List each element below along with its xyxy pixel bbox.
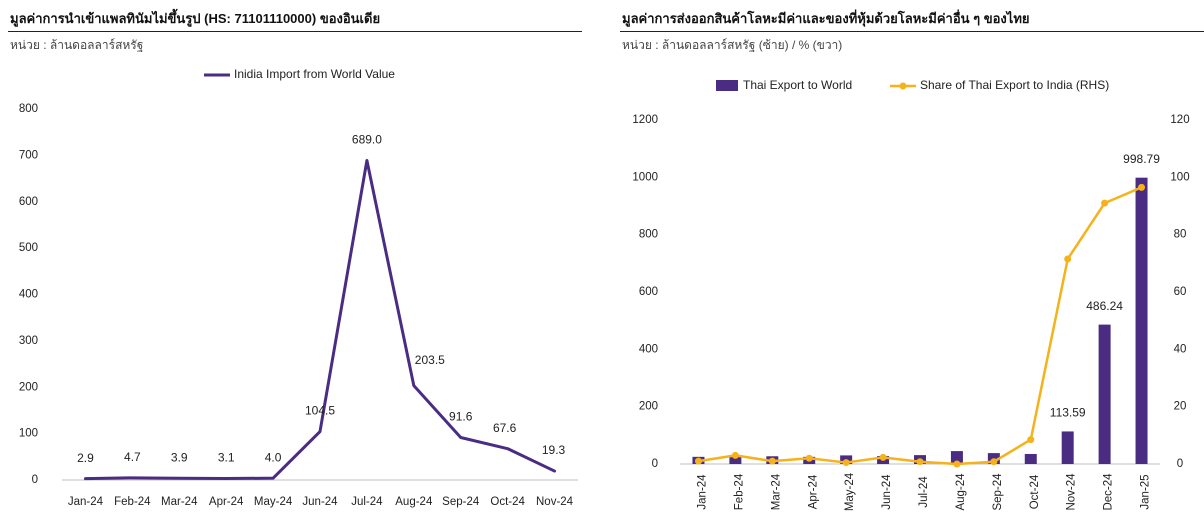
bar-thai-export: [1135, 177, 1148, 464]
y-tick-label-left: 600: [639, 286, 658, 298]
right-combo-chart: Thai Export to World Share of Thai Export…: [632, 78, 1189, 511]
x-tick-label: Jan-25: [1140, 474, 1152, 509]
x-tick-label: Jul-24: [918, 476, 930, 508]
data-label: 3.1: [218, 451, 235, 465]
y-tick-label-left: 800: [639, 229, 658, 241]
data-label: 4.0: [265, 450, 282, 464]
line-point-share: [1027, 436, 1035, 444]
right-chart-panel: มูลค่าการส่งออกสินค้าโลหะมีค่าและของที่ห…: [612, 0, 1204, 524]
bar-thai-export: [950, 451, 963, 464]
right-title-rule: [620, 31, 1204, 32]
y-tick-label-right: 80: [1174, 229, 1187, 241]
y-tick-label-right: 100: [1170, 171, 1189, 183]
line-point-share: [1101, 199, 1109, 207]
y-tick-label-right: 0: [1177, 458, 1183, 470]
y-tick-label-right: 20: [1174, 401, 1187, 413]
x-tick-label: Mar-24: [161, 496, 198, 508]
line-point-share: [694, 457, 702, 465]
data-label: 67.6: [493, 421, 517, 435]
line-point-share: [768, 457, 776, 465]
left-line-chart: Inidia Import from World Value 0 100 200 300…: [19, 67, 578, 508]
bar-thai-export: [1024, 453, 1037, 464]
left-title-rule: [8, 31, 582, 32]
legend-swatch-thai-export: [716, 80, 738, 91]
data-label: 104.5: [305, 404, 335, 418]
legend-swatch-share-marker: [899, 82, 907, 90]
y-tick-label-right: 60: [1174, 286, 1187, 298]
line-point-share: [805, 454, 813, 462]
data-label: 3.9: [171, 450, 188, 464]
data-label: 4.7: [124, 450, 141, 464]
x-tick-label: Jan-24: [696, 474, 708, 510]
x-tick-label: Jun-24: [302, 496, 338, 508]
data-label: 91.6: [449, 410, 473, 424]
y-tick-label-right: 120: [1170, 114, 1189, 126]
x-tick-label: Dec-24: [1103, 473, 1115, 511]
x-tick-label: Aug-24: [955, 473, 967, 511]
y-tick-label: 600: [19, 196, 38, 208]
line-point-share: [1064, 255, 1072, 263]
data-label: 2.9: [77, 451, 94, 465]
y-tick-label-left: 0: [652, 458, 658, 470]
y-tick-label-right: 40: [1174, 343, 1187, 355]
left-chart-title: มูลค่าการนำเข้าแพลทินัมไม่ขึ้นรูป (HS: 7…: [10, 11, 381, 26]
bar-data-label: 486.24: [1086, 299, 1123, 313]
y-tick-label-left: 400: [639, 343, 658, 355]
x-tick-label: Aug-24: [395, 496, 433, 508]
y-tick-label-left: 1200: [632, 114, 658, 126]
left-chart-unit: หน่วย : ล้านดอลลาร์สหรัฐ: [10, 38, 144, 52]
legend-label-thai-export: Thai Export to World: [743, 78, 852, 92]
line-point-share: [879, 453, 887, 461]
y-tick-label: 400: [19, 289, 38, 301]
y-tick-label: 800: [19, 103, 38, 115]
line-point-share: [953, 460, 961, 468]
series-line-india-import: [83, 158, 557, 481]
x-tick-label: Oct-24: [490, 496, 525, 508]
y-tick-label: 0: [32, 474, 38, 486]
x-tick-label: Apr-24: [807, 474, 819, 509]
y-tick-label: 100: [19, 428, 38, 440]
line-point-share: [731, 451, 739, 459]
series-line-share: [698, 186, 1143, 466]
x-tick-label: Nov-24: [536, 496, 574, 508]
line-point-share: [842, 459, 850, 467]
data-label: 689.0: [352, 133, 382, 147]
right-chart-title: มูลค่าการส่งออกสินค้าโลหะมีค่าและของที่ห…: [622, 11, 1030, 26]
y-tick-label: 300: [19, 335, 38, 347]
x-tick-label: Feb-24: [733, 473, 745, 510]
y-tick-label: 200: [19, 381, 38, 393]
legend-label-india-import: Inidia Import from World Value: [234, 67, 395, 81]
bar-thai-export: [1098, 324, 1111, 464]
line-point-share: [990, 458, 998, 466]
right-chart-unit: หน่วย : ล้านดอลลาร์สหรัฐ (ซ้าย) / % (ขวา…: [622, 38, 843, 52]
bar-data-label: 998.79: [1123, 152, 1160, 166]
line-point-share: [916, 458, 924, 466]
x-tick-label: May-24: [254, 496, 293, 508]
x-tick-label: Apr-24: [209, 496, 244, 508]
x-tick-label: Nov-24: [1066, 473, 1078, 511]
x-tick-label: Jun-24: [881, 474, 893, 510]
data-label: 19.3: [542, 443, 566, 457]
y-tick-label-left: 1000: [632, 171, 658, 183]
left-chart-panel: มูลค่าการนำเข้าแพลทินัมไม่ขึ้นรูป (HS: 7…: [0, 0, 582, 524]
x-tick-label: Mar-24: [770, 473, 782, 510]
x-tick-label: Sep-24: [992, 473, 1004, 511]
x-tick-label: Jan-24: [68, 496, 104, 508]
y-tick-label-left: 200: [639, 401, 658, 413]
legend-label-share: Share of Thai Export to India (RHS): [920, 78, 1109, 92]
y-tick-label: 500: [19, 242, 38, 254]
x-tick-label: Oct-24: [1029, 474, 1041, 509]
x-tick-label: Jul-24: [351, 496, 383, 508]
bar-thai-export: [1061, 431, 1074, 464]
y-tick-label: 700: [19, 149, 38, 161]
x-tick-label: Sep-24: [442, 496, 480, 508]
bar-thai-export: [729, 455, 742, 464]
data-label: 203.5: [415, 353, 445, 367]
x-tick-label: Feb-24: [114, 496, 151, 508]
line-point-share: [1138, 183, 1146, 191]
x-tick-label: May-24: [844, 472, 856, 511]
bar-data-label: 113.59: [1050, 406, 1086, 420]
